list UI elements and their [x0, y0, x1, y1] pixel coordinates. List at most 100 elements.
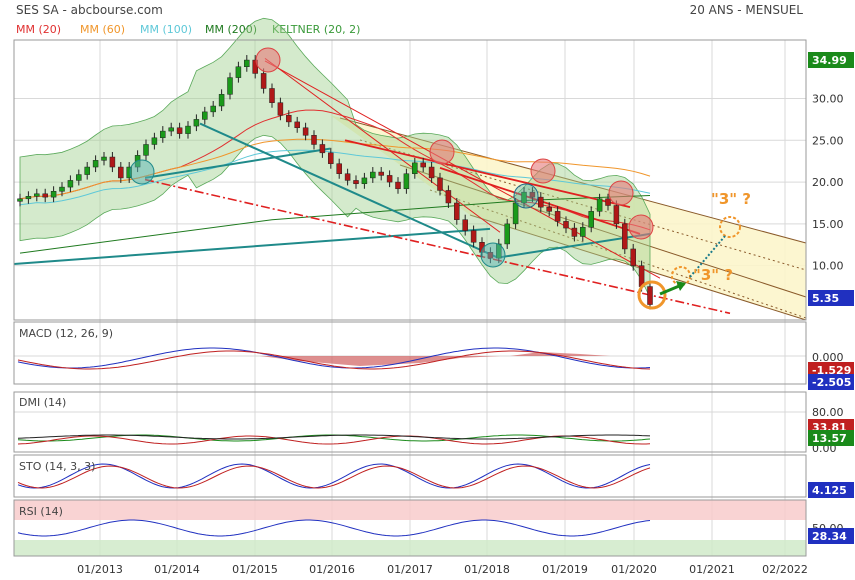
candle [470, 230, 477, 243]
dmi-plus-value: 13.57 [812, 432, 847, 445]
x-tick-label: 01/2018 [464, 563, 510, 576]
candle [563, 221, 569, 229]
candle [277, 102, 284, 116]
candle [302, 127, 309, 136]
candle [613, 205, 620, 225]
candle [571, 227, 578, 237]
x-tick-label: 01/2021 [689, 563, 735, 576]
candle [445, 190, 452, 204]
trendline [199, 122, 498, 259]
x-tick-label: 01/2016 [309, 563, 355, 576]
channel-line [469, 214, 807, 321]
candle [118, 166, 124, 179]
sto-label: STO (14, 3, 3) [19, 460, 95, 473]
candle [269, 88, 275, 103]
candle [420, 162, 426, 168]
marker-value: 34.99 [812, 54, 847, 67]
x-tick-label: 01/2015 [232, 563, 278, 576]
candle [386, 175, 393, 183]
rsi-line [17, 519, 651, 537]
candle [454, 202, 460, 220]
legend-mm60: MM (60) [80, 23, 125, 36]
candle [605, 198, 611, 206]
candle [176, 127, 183, 134]
chart-title: SES SA - abcbourse.com [16, 3, 163, 17]
candle [17, 198, 23, 202]
sto-value: 4.125 [812, 484, 847, 497]
candle [437, 177, 443, 191]
rsi-panel: 50.00 RSI (14) [13, 499, 844, 557]
orange-circle [637, 280, 667, 310]
dotted-arrow [689, 235, 726, 278]
resistance-line [264, 57, 501, 233]
highlight-circle [480, 242, 506, 268]
price-panel: "3" ? "3" ? [13, 17, 807, 556]
sto-k-line [17, 463, 651, 489]
candle [151, 137, 158, 145]
candle [50, 191, 57, 198]
candle [353, 180, 359, 185]
x-tick-label: 01/2017 [387, 563, 433, 576]
candle [34, 193, 40, 197]
y-tick-label: 30.00 [812, 93, 844, 106]
candle [210, 105, 216, 113]
candle [193, 119, 200, 127]
pitchfork-channel [330, 115, 806, 320]
macd-value: -2.505 [812, 376, 851, 389]
candle [76, 174, 82, 181]
macd-tick: 0.000 [812, 351, 844, 364]
macd-label: MACD (12, 26, 9) [19, 327, 113, 340]
highlight-circle [628, 214, 654, 240]
candle [647, 286, 653, 305]
adx-line [17, 434, 651, 440]
resistance-line [264, 60, 661, 279]
candle [160, 130, 166, 139]
green-arrow-head [676, 281, 686, 291]
x-tick-label: 01/2020 [611, 563, 657, 576]
candle [546, 206, 552, 212]
y-tick-label: 15.00 [812, 218, 844, 231]
candle [630, 248, 636, 266]
rsi-overbought-zone [14, 500, 806, 520]
candle [286, 114, 292, 123]
dmi-label: DMI (14) [19, 396, 66, 409]
channel-line [399, 164, 807, 298]
channel-midline [429, 189, 807, 319]
candle [370, 171, 376, 179]
candle [403, 173, 410, 190]
candle [428, 166, 435, 179]
y-tick-label: 25.00 [812, 134, 844, 147]
macd-histogram [260, 356, 500, 366]
support-trendline [13, 227, 491, 265]
candle [512, 202, 519, 225]
highlight-circle [530, 158, 556, 184]
candle [168, 127, 174, 132]
candle [244, 59, 250, 67]
dmi-panel: 80.000.00 DMI (14) [13, 391, 844, 455]
x-tick-label: 01/2014 [154, 563, 200, 576]
candle [344, 173, 351, 181]
candle [378, 171, 384, 176]
macd-histogram [510, 352, 610, 356]
legend-keltner: KELTNER (20, 2) [272, 23, 360, 36]
orange-target [719, 216, 741, 238]
highlight-circle [608, 180, 634, 206]
candle [596, 198, 603, 212]
candle [521, 191, 527, 204]
candle [42, 193, 48, 198]
x-tick-label: 01/2019 [542, 563, 588, 576]
candle [185, 125, 191, 134]
candle [67, 180, 74, 188]
candle [588, 211, 594, 228]
candle [538, 196, 544, 208]
candle [294, 121, 300, 129]
legend-mm100: MM (100) [140, 23, 192, 36]
candle [462, 219, 468, 231]
last-price-value: 5.35 [812, 292, 839, 305]
signal-line [17, 350, 651, 370]
highlight-circle [255, 47, 281, 73]
candle [529, 191, 536, 198]
x-tick-label: 02/2022 [762, 563, 808, 576]
rsi-label: RSI (14) [19, 505, 63, 518]
